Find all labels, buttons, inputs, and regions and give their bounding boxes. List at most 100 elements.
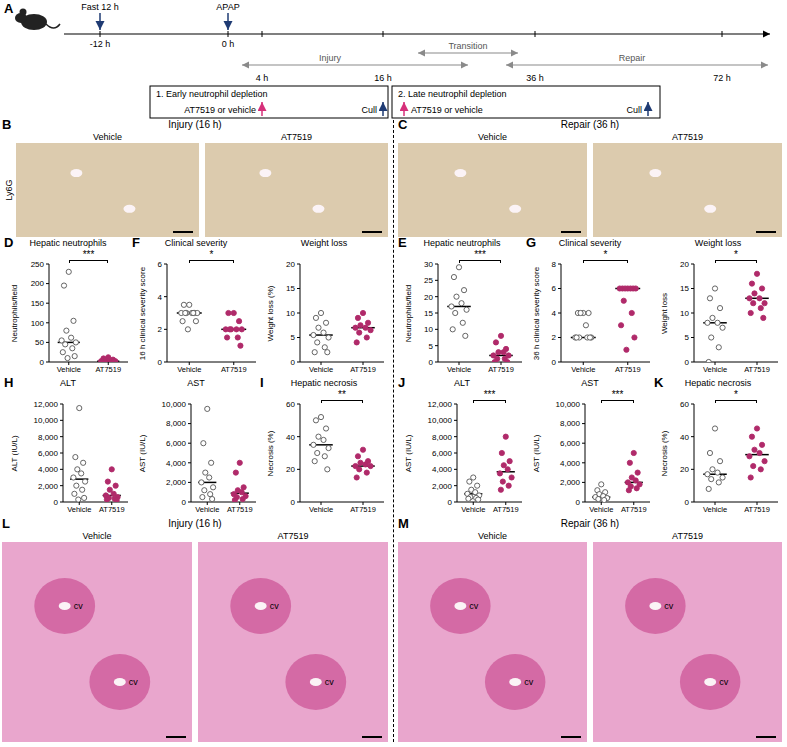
svg-text:20: 20 [680, 465, 689, 474]
svg-text:AT7519: AT7519 [99, 505, 125, 514]
svg-text:Vehicle: Vehicle [461, 505, 485, 514]
svg-text:AT7519: AT7519 [621, 505, 647, 514]
svg-text:Vehicle: Vehicle [571, 365, 595, 374]
svg-text:5: 5 [429, 342, 434, 351]
svg-text:10,000: 10,000 [34, 416, 59, 425]
svg-text:0: 0 [448, 498, 453, 507]
svg-text:250: 250 [31, 260, 45, 269]
svg-text:AT7519: AT7519 [95, 365, 121, 374]
svg-text:2,000: 2,000 [432, 482, 453, 491]
svg-text:APAP: APAP [216, 2, 239, 12]
svg-text:Cull: Cull [361, 105, 377, 115]
svg-text:6,000: 6,000 [38, 449, 59, 458]
svg-text:10,000: 10,000 [162, 400, 187, 409]
svg-text:cv: cv [524, 677, 534, 687]
svg-text:8,000: 8,000 [432, 433, 453, 442]
svg-text:10: 10 [424, 325, 433, 334]
svg-text:25: 25 [424, 276, 433, 285]
svg-text:60: 60 [286, 400, 295, 409]
svg-text:20: 20 [424, 293, 433, 302]
svg-text:16 h: 16 h [374, 73, 392, 83]
svg-text:Ly6G: Ly6G [4, 179, 14, 200]
svg-text:150: 150 [31, 299, 45, 308]
svg-text:12,000: 12,000 [34, 400, 59, 409]
svg-text:AT7519: AT7519 [744, 505, 770, 514]
svg-text:15: 15 [680, 284, 689, 293]
svg-text:0: 0 [576, 498, 581, 507]
svg-text:Vehicle: Vehicle [57, 365, 81, 374]
svg-text:AT7519 or vehicle: AT7519 or vehicle [411, 105, 483, 115]
svg-text:Vehicle: Vehicle [195, 505, 219, 514]
svg-text:AT7519: AT7519 [488, 365, 514, 374]
svg-text:6,000: 6,000 [166, 439, 187, 448]
svg-text:Vehicle: Vehicle [703, 505, 727, 514]
svg-text:cv: cv [129, 677, 139, 687]
svg-text:Vehicle: Vehicle [589, 505, 613, 514]
svg-text:10: 10 [286, 309, 295, 318]
svg-text:4 h: 4 h [256, 73, 269, 83]
svg-text:cv: cv [325, 677, 335, 687]
svg-text:20: 20 [680, 260, 689, 269]
svg-text:Injury: Injury [319, 53, 342, 63]
svg-text:0: 0 [552, 358, 557, 367]
svg-text:12,000: 12,000 [428, 400, 453, 409]
svg-text:0: 0 [291, 358, 296, 367]
svg-text:40: 40 [286, 433, 295, 442]
svg-text:AT7519 or vehicle: AT7519 or vehicle [184, 105, 256, 115]
svg-text:8: 8 [552, 260, 557, 269]
svg-text:6,000: 6,000 [560, 439, 581, 448]
svg-text:AT7519: AT7519 [615, 365, 641, 374]
svg-text:4,000: 4,000 [560, 459, 581, 468]
svg-text:Vehicle: Vehicle [447, 365, 471, 374]
svg-text:200: 200 [31, 279, 45, 288]
svg-text:4: 4 [158, 293, 163, 302]
svg-text:Transition: Transition [448, 41, 487, 51]
svg-text:0: 0 [54, 498, 59, 507]
svg-text:4,000: 4,000 [166, 459, 187, 468]
svg-text:5: 5 [291, 333, 296, 342]
svg-text:Vehicle: Vehicle [67, 505, 91, 514]
svg-text:AT7519: AT7519 [744, 365, 770, 374]
svg-text:8,000: 8,000 [38, 433, 59, 442]
svg-text:10,000: 10,000 [428, 416, 453, 425]
svg-text:Vehicle: Vehicle [309, 505, 333, 514]
svg-text:60: 60 [680, 400, 689, 409]
svg-text:2: 2 [158, 325, 163, 334]
svg-text:20: 20 [286, 260, 295, 269]
svg-text:0: 0 [685, 358, 690, 367]
svg-text:AT7519: AT7519 [350, 505, 376, 514]
svg-text:Vehicle: Vehicle [703, 365, 727, 374]
svg-text:AT7519: AT7519 [350, 365, 376, 374]
svg-text:2,000: 2,000 [166, 478, 187, 487]
svg-text:0: 0 [291, 498, 296, 507]
svg-text:8,000: 8,000 [560, 419, 581, 428]
svg-text:cv: cv [469, 601, 479, 611]
svg-text:Vehicle: Vehicle [309, 365, 333, 374]
svg-text:cv: cv [664, 601, 674, 611]
svg-text:100: 100 [31, 319, 45, 328]
svg-text:AT7519: AT7519 [227, 505, 253, 514]
svg-text:4,000: 4,000 [38, 465, 59, 474]
svg-text:A: A [4, 1, 14, 16]
svg-text:10,000: 10,000 [556, 400, 581, 409]
svg-text:4: 4 [552, 309, 557, 318]
svg-text:50: 50 [35, 338, 44, 347]
svg-text:AT7519: AT7519 [221, 365, 247, 374]
svg-text:cv: cv [270, 601, 280, 611]
svg-text:cv: cv [719, 677, 729, 687]
svg-text:8,000: 8,000 [166, 419, 187, 428]
svg-text:15: 15 [286, 284, 295, 293]
svg-text:-12 h: -12 h [90, 39, 111, 49]
svg-text:10: 10 [680, 309, 689, 318]
svg-text:0 h: 0 h [222, 39, 235, 49]
svg-text:0: 0 [182, 498, 187, 507]
svg-text:30: 30 [424, 260, 433, 269]
svg-text:6,000: 6,000 [432, 449, 453, 458]
svg-text:0: 0 [429, 358, 434, 367]
svg-text:0: 0 [685, 498, 690, 507]
svg-text:Fast 12 h: Fast 12 h [81, 2, 119, 12]
svg-text:Repair: Repair [619, 53, 646, 63]
svg-text:5: 5 [685, 333, 690, 342]
svg-text:1. Early neutrophil depletion: 1. Early neutrophil depletion [156, 89, 268, 99]
svg-text:2,000: 2,000 [38, 482, 59, 491]
